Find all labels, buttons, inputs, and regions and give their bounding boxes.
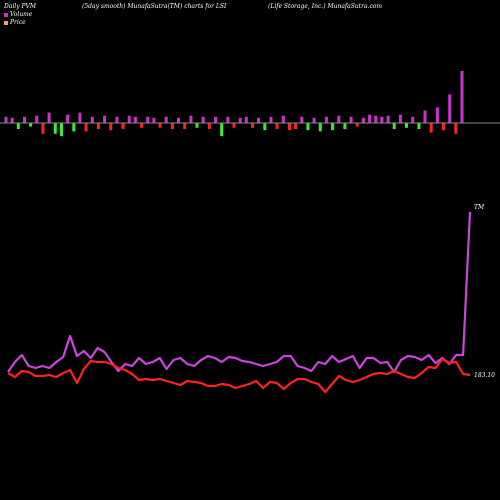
volume-bar xyxy=(312,117,316,123)
volume-bar xyxy=(238,117,242,123)
volume-bar xyxy=(96,123,100,129)
volume-bar xyxy=(435,107,439,123)
volume-bar xyxy=(349,116,353,123)
volume-bar xyxy=(207,123,211,129)
volume-bar xyxy=(398,114,402,123)
volume-bar xyxy=(324,116,328,123)
legend-volume-swatch xyxy=(4,12,8,17)
tm-line xyxy=(7,211,472,374)
volume-bar xyxy=(90,116,94,123)
legend-price-label: Price xyxy=(10,19,26,26)
volume-bar xyxy=(232,123,236,128)
volume-bar xyxy=(288,123,291,131)
volume-bar xyxy=(4,116,8,123)
volume-bar xyxy=(170,123,174,129)
volume-bar xyxy=(103,115,107,123)
volume-bar xyxy=(257,117,261,123)
volume-bar xyxy=(84,123,88,132)
volume-bar xyxy=(442,123,445,131)
series-lines xyxy=(7,211,472,394)
volume-bar xyxy=(306,123,310,131)
volume-bar xyxy=(10,117,14,123)
volume-bar xyxy=(53,123,57,134)
volume-bar xyxy=(411,116,415,123)
volume-bar xyxy=(29,123,33,127)
volume-bar xyxy=(195,123,199,128)
volume-bar xyxy=(423,110,427,123)
volume-bar xyxy=(294,123,298,129)
volume-bar xyxy=(454,123,458,134)
volume-bar xyxy=(183,123,187,129)
volume-bar xyxy=(78,112,82,123)
volume-bar xyxy=(220,123,224,137)
legend-volume-label: Volume xyxy=(10,11,33,18)
volume-bar xyxy=(263,123,267,131)
volume-bar xyxy=(281,115,285,123)
volume-bar xyxy=(244,116,248,123)
volume-bar xyxy=(429,123,433,133)
volume-bar xyxy=(23,116,26,123)
volume-bar xyxy=(269,116,273,123)
chart-title: (5day smooth) MunafaSutra(TM) charts for… xyxy=(82,3,227,10)
volume-bar xyxy=(189,115,193,123)
volume-bar xyxy=(300,116,304,123)
volume-bar xyxy=(343,123,347,129)
volume-bar xyxy=(337,115,341,123)
volume-bar xyxy=(448,94,452,123)
chart-label-left: Daily PVM xyxy=(4,3,37,10)
volume-bar xyxy=(35,115,39,123)
volume-bar xyxy=(66,114,70,123)
volume-bar xyxy=(133,116,137,123)
volume-bar xyxy=(60,123,63,137)
volume-bar xyxy=(177,117,180,123)
volume-bar xyxy=(361,117,365,123)
volume-bar xyxy=(72,123,76,132)
volume-bar xyxy=(127,115,131,123)
volume-bar xyxy=(109,123,113,131)
volume-bars xyxy=(4,71,464,137)
chart-source: (Life Storage, Inc.) MunafaSutra.com xyxy=(268,3,383,10)
volume-bar xyxy=(16,123,20,129)
legend-price: Price xyxy=(4,19,26,26)
volume-bar xyxy=(164,116,168,123)
volume-bar xyxy=(115,116,119,123)
volume-bar xyxy=(405,123,408,128)
legend-price-swatch xyxy=(4,20,8,25)
tm-annotation: TM xyxy=(474,204,485,211)
legend-volume: Volume xyxy=(4,11,32,18)
volume-bar xyxy=(146,116,150,123)
price-annotation: 183.10 xyxy=(474,372,495,379)
volume-bar xyxy=(214,116,217,123)
volume-bar xyxy=(368,114,372,123)
volume-bar xyxy=(275,123,279,129)
volume-bar xyxy=(41,123,45,134)
volume-bar xyxy=(251,123,254,128)
volume-bar xyxy=(152,117,156,123)
volume-bar xyxy=(331,123,335,131)
price-line xyxy=(7,357,471,394)
volume-bar xyxy=(158,123,162,128)
volume-bar xyxy=(460,71,464,123)
volume-bar xyxy=(47,112,51,123)
volume-bar xyxy=(226,116,230,123)
volume-bar xyxy=(318,123,322,132)
volume-bar xyxy=(140,123,144,128)
volume-bar xyxy=(417,123,421,129)
volume-bar xyxy=(392,123,396,129)
volume-bar xyxy=(355,123,359,127)
volume-bar xyxy=(374,115,378,123)
volume-bar xyxy=(380,116,384,123)
volume-bar xyxy=(121,123,125,129)
volume-bar xyxy=(201,116,205,123)
volume-bar xyxy=(386,115,390,123)
